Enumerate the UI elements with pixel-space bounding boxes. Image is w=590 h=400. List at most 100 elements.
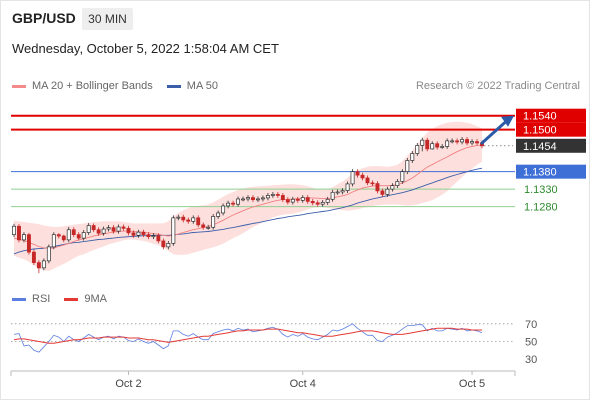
chart-datetime: Wednesday, October 5, 2022 1:58:04 AM CE… — [12, 41, 279, 56]
candle-body — [290, 198, 295, 203]
candle-body — [51, 234, 56, 248]
candle — [17, 224, 21, 243]
candle — [96, 227, 101, 236]
candle — [171, 215, 176, 246]
candle — [251, 195, 255, 203]
candle — [365, 175, 370, 186]
candle-body — [430, 143, 435, 150]
candle — [400, 169, 405, 184]
candle — [111, 225, 116, 234]
x-tick-label: Oct 2 — [115, 378, 141, 390]
candle-body — [141, 231, 146, 235]
rsi-series-9ma — [13, 327, 482, 344]
candle — [300, 195, 305, 203]
level-label-5: 1.1280 — [524, 202, 558, 214]
candle — [345, 181, 350, 193]
candle-body — [460, 139, 465, 143]
rsi-tick-label: 30 — [525, 354, 537, 366]
candle — [81, 230, 86, 241]
candle-body — [176, 216, 181, 219]
candle — [211, 213, 216, 230]
candle-body — [171, 217, 176, 244]
projection-arrow-head — [501, 115, 514, 127]
candle — [86, 223, 91, 235]
candle-body — [146, 234, 151, 238]
candle — [350, 169, 355, 187]
candle-body — [275, 194, 280, 196]
timeframe-badge[interactable]: 30 MIN — [82, 8, 133, 30]
x-tick-label: Oct 5 — [459, 378, 485, 390]
candle — [310, 198, 315, 206]
candle — [241, 196, 245, 202]
candle — [46, 244, 51, 264]
candle-body — [310, 201, 315, 204]
candle-body — [17, 225, 21, 241]
candle-body — [350, 171, 355, 185]
level-tag-1 — [516, 122, 586, 137]
candle — [31, 249, 36, 266]
candle — [216, 210, 221, 219]
candle-body — [355, 171, 360, 176]
candle-body — [36, 262, 41, 269]
candle-body — [81, 232, 86, 239]
candle-body — [246, 197, 250, 200]
candle — [231, 200, 236, 207]
candle — [51, 232, 56, 250]
candle — [390, 183, 395, 192]
candle — [420, 137, 425, 152]
candle-body — [395, 181, 400, 187]
candle — [385, 186, 390, 197]
candle — [435, 141, 440, 150]
rsi-series-rsi — [13, 323, 483, 353]
candle-body — [231, 202, 236, 205]
candle-body — [305, 197, 310, 202]
candle-body — [470, 141, 474, 144]
candle — [22, 232, 26, 243]
candle — [450, 138, 455, 144]
candle — [460, 137, 465, 145]
candle — [370, 180, 375, 187]
candle — [186, 217, 191, 224]
candle-body — [285, 199, 290, 203]
legend-swatch-9ma — [64, 297, 79, 301]
candle — [315, 200, 320, 207]
candle — [151, 233, 156, 240]
candle — [71, 227, 76, 238]
candle — [221, 203, 226, 216]
rsi-legend: RSI 9MA — [12, 293, 121, 305]
level-label-4: 1.1330 — [524, 184, 558, 196]
candle — [330, 189, 335, 202]
candle-body — [380, 190, 385, 195]
candle-body — [236, 198, 240, 205]
candle — [166, 240, 171, 250]
candle-body — [425, 139, 430, 150]
candles — [12, 137, 484, 274]
candle-body — [31, 251, 36, 263]
candle-body — [111, 227, 116, 232]
candle — [161, 238, 166, 250]
candle — [280, 193, 285, 203]
level-label-3: 1.1380 — [523, 167, 557, 179]
candle — [290, 196, 295, 205]
legend-label-ma20: MA 20 + Bollinger Bands — [32, 80, 153, 92]
candle — [295, 196, 300, 203]
legend-swatch-rsi — [12, 297, 26, 301]
candle — [61, 234, 66, 243]
candle-body — [390, 185, 395, 190]
candle-body — [181, 216, 186, 221]
rsi-panel: 70 50 30 — [11, 319, 537, 366]
candle-body — [465, 139, 470, 144]
ma20-line — [13, 144, 483, 250]
candle — [430, 141, 435, 150]
candle-body — [126, 227, 131, 234]
candle-body — [221, 205, 226, 214]
ma50-line — [13, 167, 483, 255]
candle-body — [415, 145, 420, 154]
candle-body — [201, 224, 206, 228]
candle — [226, 200, 231, 209]
legend-item-rsi: RSI — [12, 293, 50, 305]
candle-body — [206, 226, 211, 229]
candle-body — [385, 188, 390, 195]
candle-body — [405, 160, 410, 173]
candle-body — [440, 146, 445, 148]
